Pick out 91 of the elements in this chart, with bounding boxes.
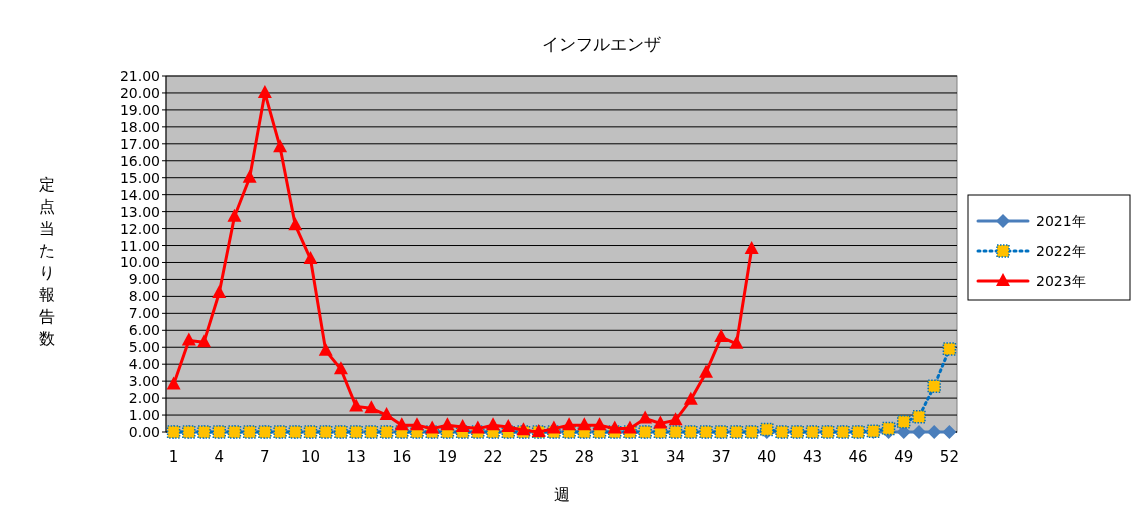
x-tick-label: 13 (346, 448, 366, 466)
point (197, 334, 212, 348)
legend-label: 2021年 (1036, 213, 1086, 229)
y-axis-title: 定点当たり報告数 (39, 175, 55, 348)
point (942, 425, 957, 439)
chart-title: インフルエンザ (542, 34, 661, 54)
point (927, 379, 941, 393)
x-tick-label: 16 (392, 448, 412, 466)
legend-label: 2022年 (1036, 243, 1086, 259)
point (546, 420, 561, 434)
y-tick-label: 9.00 (128, 271, 160, 288)
x-tick-label: 25 (529, 448, 549, 466)
x-tick-label: 22 (483, 448, 503, 466)
point (897, 415, 911, 429)
y-tick-label: 0.00 (128, 424, 160, 440)
point (881, 421, 896, 436)
y-tick-label: 16.00 (119, 152, 160, 169)
point (181, 332, 196, 346)
y-tick-label: 11.00 (119, 237, 160, 254)
point (668, 412, 683, 426)
point (683, 391, 698, 405)
x-tick-label: 7 (260, 448, 270, 466)
y-tick-label: 1.00 (128, 407, 160, 424)
point (288, 217, 303, 231)
point (562, 417, 577, 431)
point (501, 418, 516, 432)
point (486, 417, 501, 431)
point (364, 400, 379, 414)
legend-label: 2023年 (1036, 273, 1086, 289)
point (912, 409, 926, 424)
x-tick-label: 43 (802, 448, 823, 466)
y-tick-label: 6.00 (128, 322, 160, 339)
y-tick-label: 18.00 (119, 118, 160, 135)
x-tick-label: 10 (300, 448, 321, 466)
point (470, 420, 485, 434)
point (318, 342, 333, 356)
point (425, 420, 440, 434)
y-tick-label: 15.00 (119, 169, 160, 186)
point (942, 342, 957, 356)
x-tick-label: 52 (939, 448, 959, 466)
x-tick-label: 46 (848, 448, 868, 466)
x-tick-label: 4 (214, 448, 225, 466)
point (394, 417, 409, 431)
point (379, 407, 394, 421)
point (653, 415, 668, 429)
x-tick-label: 1 (168, 448, 179, 466)
point (273, 139, 288, 153)
point (166, 376, 181, 390)
point (333, 361, 348, 375)
point (911, 425, 926, 439)
point (227, 208, 242, 222)
y-tick-label: 20.00 (119, 84, 160, 101)
x-axis-title: 週 (553, 485, 570, 504)
point (242, 169, 257, 183)
y-tick-label: 21.00 (119, 68, 160, 84)
point (699, 364, 714, 378)
point (303, 251, 318, 265)
y-tick-label: 2.00 (128, 390, 160, 407)
x-tick-label: 19 (437, 448, 457, 466)
point (607, 420, 622, 434)
point (257, 84, 272, 98)
x-tick-label: 49 (894, 448, 914, 466)
point (455, 418, 470, 432)
point (927, 425, 942, 439)
point (744, 240, 759, 254)
point (349, 398, 364, 412)
x-tick-label: 28 (574, 448, 594, 466)
x-tick-label: 40 (757, 448, 777, 466)
point (622, 420, 637, 434)
point (440, 417, 455, 431)
y-tick-label: 7.00 (128, 305, 160, 322)
point (638, 410, 653, 424)
x-tick-label: 37 (711, 448, 731, 466)
y-tick-label: 17.00 (119, 135, 160, 152)
y-tick-label: 3.00 (128, 373, 160, 390)
y-tick-label: 8.00 (128, 288, 160, 305)
x-tick-label: 34 (666, 448, 686, 466)
point (212, 284, 227, 298)
y-tick-label: 13.00 (119, 203, 160, 220)
point (714, 329, 729, 343)
y-tick-label: 10.00 (119, 254, 160, 271)
point (409, 417, 424, 431)
point (592, 417, 607, 431)
y-tick-label: 14.00 (119, 186, 160, 203)
y-tick-label: 5.00 (128, 339, 160, 356)
y-tick-label: 4.00 (128, 356, 160, 373)
y-tick-label: 19.00 (119, 101, 160, 118)
point (577, 417, 592, 431)
x-tick-label: 31 (620, 448, 640, 466)
point (729, 335, 744, 349)
y-tick-label: 12.00 (119, 220, 160, 237)
